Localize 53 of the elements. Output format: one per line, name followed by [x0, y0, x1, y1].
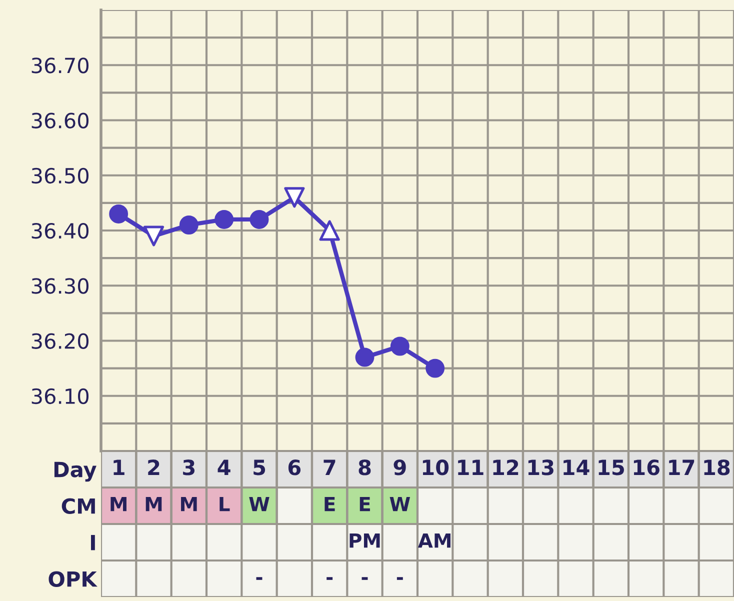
point [284, 187, 305, 208]
x-tick-label: 18 [704, 460, 730, 476]
text: L [220, 496, 230, 512]
text: M [181, 496, 197, 512]
x-tick-label: 8 [358, 460, 371, 476]
text: PM [350, 533, 380, 548]
x-tick-label: 10 [422, 460, 449, 476]
x-tick-label: 16 [634, 460, 660, 476]
y-tick-label: I [90, 534, 95, 550]
x-tick-label: 2 [148, 460, 160, 475]
y-tick-label: 36.50 [32, 168, 89, 184]
text: E [324, 496, 335, 512]
y-tick-label: OPK [48, 571, 98, 587]
point [390, 336, 410, 356]
point [319, 220, 340, 241]
y-tick-label: CM [62, 498, 95, 514]
x-tick-label: 9 [394, 460, 406, 476]
x-tick-label: 7 [324, 460, 336, 475]
x-tick-label: 17 [669, 460, 694, 475]
y-tick-label: 36.30 [32, 278, 89, 294]
y-tick-label: 36.20 [32, 333, 89, 349]
text: M [110, 496, 126, 512]
y-tick-label: 36.40 [32, 222, 89, 239]
x-tick-label: 4 [218, 460, 230, 475]
text: - [396, 577, 403, 580]
x-tick-label: 6 [288, 460, 301, 476]
point [355, 348, 374, 367]
text: M [146, 496, 162, 512]
text: W [390, 496, 410, 512]
text: W [249, 496, 270, 512]
text: - [256, 577, 262, 580]
text: - [326, 577, 333, 580]
point [179, 216, 198, 234]
x-tick-label: 15 [598, 460, 624, 476]
y-tick-label: 36.60 [32, 112, 89, 128]
point [214, 210, 234, 229]
text: E [360, 496, 370, 512]
text: AM [418, 533, 450, 548]
point [426, 358, 445, 378]
x-tick-label: 11 [458, 460, 484, 475]
point [143, 226, 164, 246]
y-tick-label: 36.70 [32, 58, 89, 74]
x-tick-label: 14 [564, 460, 590, 475]
point [109, 204, 128, 224]
x-tick-label: 13 [528, 460, 554, 476]
x-tick-label: 5 [254, 460, 266, 476]
x-tick-label: 3 [183, 460, 195, 476]
y-tick-label: 36.10 [32, 388, 89, 404]
point [250, 210, 269, 229]
x-tick-label: 1 [114, 460, 124, 475]
x-axis-title: Day [54, 462, 96, 482]
x-tick-label: 12 [493, 460, 518, 475]
text: - [362, 577, 368, 580]
